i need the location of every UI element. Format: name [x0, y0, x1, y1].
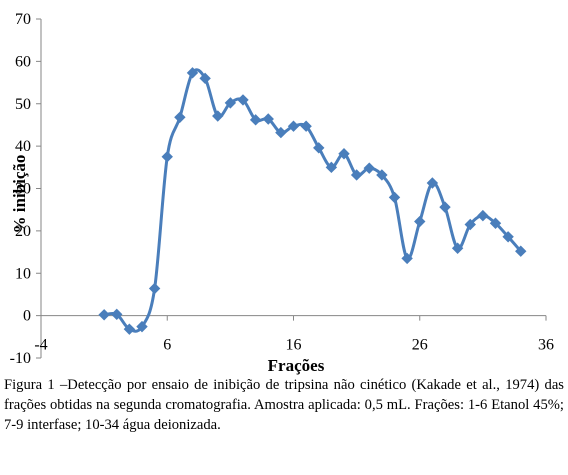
- data-point-marker: [515, 245, 527, 257]
- data-point-marker: [414, 215, 426, 228]
- data-point-marker: [363, 162, 375, 174]
- y-tick-label: 0: [23, 308, 31, 325]
- series-group: [103, 68, 522, 333]
- data-point-marker: [489, 217, 502, 229]
- data-point-marker: [148, 282, 161, 295]
- data-point-marker: [136, 320, 148, 333]
- data-point-marker: [199, 72, 211, 85]
- data-point-marker: [376, 169, 388, 181]
- data-point-marker: [502, 231, 514, 243]
- data-point-marker: [224, 97, 237, 109]
- data-point-marker: [262, 113, 274, 125]
- data-point-marker: [275, 126, 287, 139]
- y-tick-label: 10: [15, 265, 31, 282]
- figure-caption: Figura 1 –Detecção por ensaio de inibiçã…: [4, 377, 564, 433]
- data-point-marker: [477, 209, 489, 222]
- data-point-marker: [98, 309, 110, 321]
- y-tick-label: 20: [15, 223, 31, 240]
- data-point-marker: [464, 218, 476, 231]
- x-tick-label: 16: [286, 337, 302, 354]
- data-point-marker: [174, 111, 186, 124]
- data-point-marker: [439, 201, 451, 213]
- data-point-marker: [338, 148, 350, 160]
- y-tick-label: 70: [15, 11, 31, 28]
- x-axis-title: Frações: [268, 356, 325, 375]
- data-point-marker: [325, 161, 338, 174]
- data-point-marker: [451, 242, 464, 254]
- data-point-marker: [186, 67, 199, 79]
- series-line: [103, 68, 522, 333]
- data-point-marker: [401, 252, 413, 265]
- y-tick-label: 40: [15, 138, 31, 155]
- y-axis-title: % inibição: [10, 155, 29, 234]
- y-tick-label: 50: [15, 96, 31, 113]
- data-point-marker: [350, 169, 363, 181]
- x-axis-ticks: -4 6 16 26 36: [34, 315, 554, 354]
- data-point-marker: [212, 110, 224, 122]
- data-point-marker: [426, 177, 439, 189]
- x-tick-label: -4: [34, 337, 47, 354]
- data-point-marker: [123, 323, 136, 335]
- data-point-marker: [300, 120, 312, 132]
- data-point-marker: [388, 191, 401, 204]
- y-tick-label: 30: [15, 181, 31, 198]
- y-axis-ticks: -10 0 10 20 30 40 50 60 70: [10, 11, 41, 367]
- data-point-marker: [249, 114, 262, 126]
- y-tick-label: 60: [15, 53, 31, 70]
- y-tick-label: -10: [10, 350, 31, 367]
- x-tick-label: 6: [163, 337, 171, 354]
- data-point-marker: [161, 151, 173, 163]
- x-tick-label: 36: [538, 337, 554, 354]
- data-point-marker: [313, 142, 325, 154]
- x-tick-label: 26: [412, 337, 428, 354]
- data-point-marker: [111, 308, 123, 321]
- data-point-marker: [237, 94, 249, 106]
- marker-group: [98, 67, 527, 335]
- data-point-marker: [287, 120, 300, 132]
